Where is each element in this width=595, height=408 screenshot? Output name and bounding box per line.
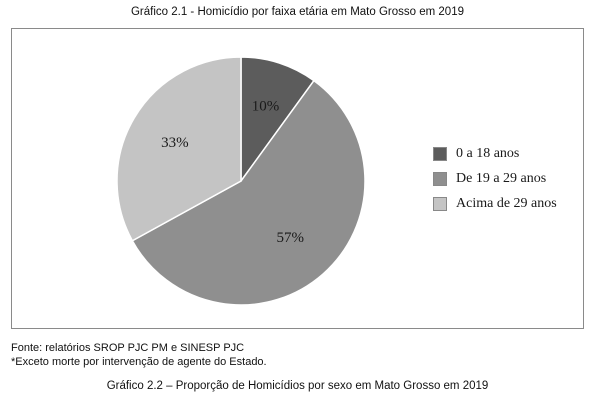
source-notes: Fonte: relatórios SROP PJC PM e SINESP P… (11, 341, 267, 369)
pie-slice-19-29 (131, 79, 366, 306)
legend-swatch-0-18 (433, 147, 447, 161)
legend-item-0-18: 0 a 18 anos (433, 145, 583, 163)
legend-item-19-29: De 19 a 29 anos (433, 170, 583, 188)
legend-label-0-18: 0 a 18 anos (456, 146, 520, 161)
legend-item-over-29: Acima de 29 anos (433, 195, 583, 213)
pie-slice-0-18 (240, 56, 315, 184)
legend: 0 a 18 anos De 19 a 29 anos Acima de 29 … (433, 145, 583, 220)
slice-label-0-18: 10% (252, 99, 280, 115)
legend-swatch-19-29 (433, 172, 447, 186)
legend-swatch-over-29 (433, 197, 447, 211)
legend-label-19-29: De 19 a 29 anos (456, 171, 547, 186)
legend-label-over-29: Acima de 29 anos (456, 196, 557, 211)
slice-label-19-29: 57% (276, 230, 304, 246)
pie-chart: 10% 57% 33% (116, 56, 366, 306)
source-text: Fonte: relatórios SROP PJC PM e SINESP P… (11, 342, 245, 354)
chart-frame: 10% 57% 33% 0 a 18 anos De 19 a 29 anos Ac… (11, 28, 584, 329)
slice-label-over-29: 33% (161, 135, 189, 151)
footnote-text: *Exceto morte por intervenção de agente … (11, 356, 267, 368)
next-chart-title: Gráfico 2.2 – Proporção de Homicídios po… (106, 380, 489, 392)
pie-slice-over-29 (116, 56, 242, 242)
chart-title: Gráfico 2.1 - Homicídio por faixa etária… (130, 6, 464, 18)
